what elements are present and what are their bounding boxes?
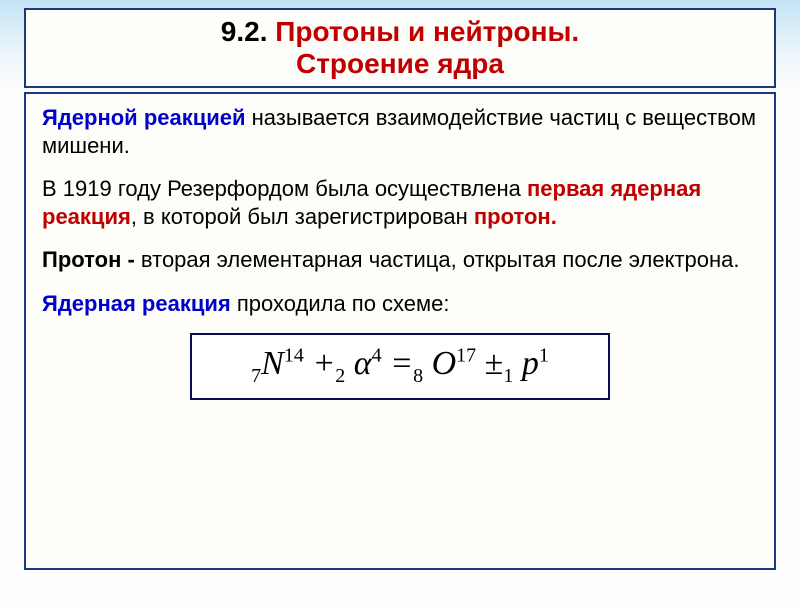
a-sub: 2	[335, 365, 345, 387]
title-box: 9.2. Протоны и нейтроны. Строение ядра	[24, 8, 776, 88]
n-sup: 14	[284, 345, 304, 367]
o-sub: 8	[413, 365, 423, 387]
paragraph-3: Протон - вторая элементарная частица, от…	[42, 246, 758, 274]
o-sup: 17	[456, 345, 476, 367]
n-symbol: N	[261, 345, 284, 382]
p2-text-a: В 1919 году Резерфордом была осуществлен…	[42, 176, 527, 201]
content-box: Ядерной реакцией называется взаимодейств…	[24, 92, 776, 570]
formula-box: 7N14 +2 α4 =8 O17 ±1 p1	[190, 333, 610, 400]
title-line-1: 9.2. Протоны и нейтроны.	[38, 16, 762, 48]
p-sub: 1	[503, 365, 513, 387]
paragraph-4: Ядерная реакция проходила по схеме:	[42, 290, 758, 318]
equals: =	[390, 345, 413, 382]
p-symbol: p	[522, 345, 539, 382]
a-sup: 4	[372, 345, 382, 367]
term-proton: протон.	[474, 204, 557, 229]
plus-1: +	[312, 345, 335, 382]
p2-text-c: , в которой был зарегистрирован	[131, 204, 474, 229]
title-number: 9.2.	[221, 16, 268, 47]
term-nuclear-reaction: Ядерной реакцией	[42, 105, 246, 130]
title-text-1: Протоны и нейтроны.	[275, 16, 579, 47]
paragraph-2: В 1919 году Резерфордом была осуществлен…	[42, 175, 758, 230]
paragraph-1: Ядерной реакцией называется взаимодейств…	[42, 104, 758, 159]
term-nuclear-reaction-2: Ядерная реакция	[42, 291, 237, 316]
alpha-symbol: α	[354, 345, 372, 382]
p4-text-b: проходила по схеме:	[237, 291, 450, 316]
p-sup: 1	[539, 345, 549, 367]
o-symbol: O	[432, 345, 457, 382]
term-proton-def: Протон -	[42, 247, 141, 272]
title-line-2: Строение ядра	[38, 48, 762, 80]
plus-minus: ±	[485, 345, 504, 382]
p3-text-b: вторая элементарная частица, открытая по…	[141, 247, 740, 272]
nuclear-formula: 7N14 +2 α4 =8 O17 ±1 p1	[251, 345, 549, 382]
n-sub: 7	[251, 365, 261, 387]
